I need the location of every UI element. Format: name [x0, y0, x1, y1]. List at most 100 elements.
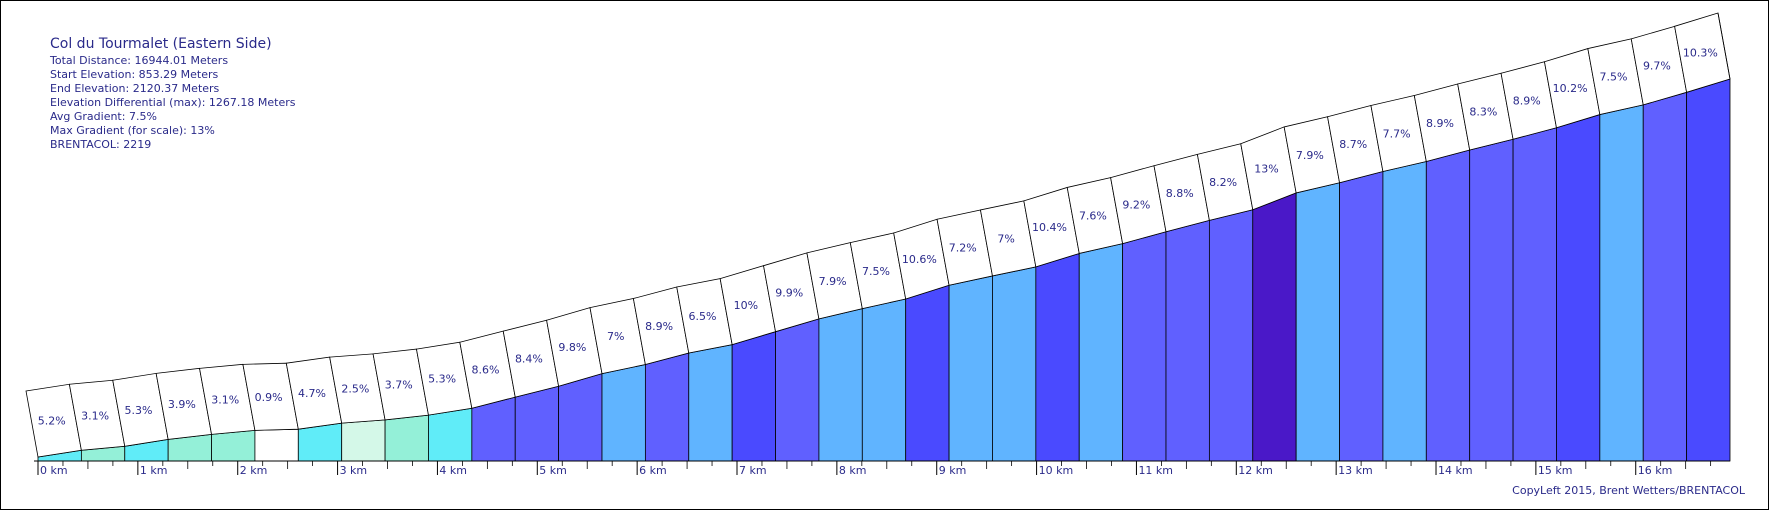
gradient-label: 7.6%	[1079, 210, 1107, 223]
gradient-label: 7.2%	[949, 242, 977, 255]
gradient-segment	[1469, 138, 1514, 462]
x-tick-label: 4 km	[439, 464, 467, 477]
gradient-segment	[644, 352, 690, 462]
gradient-segment	[428, 407, 473, 462]
gradient-segment	[905, 284, 950, 462]
gradient-segment	[558, 373, 603, 462]
x-tick-label: 12 km	[1238, 464, 1273, 477]
x-tick-label: 10 km	[1039, 464, 1074, 477]
x-tick-label: 16 km	[1638, 464, 1673, 477]
gradient-label: 10.6%	[902, 253, 937, 266]
gradient-segment	[1035, 252, 1080, 462]
x-tick-label: 2 km	[240, 464, 268, 477]
gradient-label: 10.2%	[1553, 82, 1588, 95]
gradient-label: 6.5%	[688, 310, 716, 323]
gradient-label: 0.9%	[255, 391, 283, 404]
gradient-label: 10%	[734, 299, 758, 312]
gradient-label: 4.7%	[298, 387, 326, 400]
gradient-segment	[1122, 231, 1167, 462]
x-tick-label: 5 km	[539, 464, 567, 477]
gradient-segment	[948, 275, 993, 462]
gradient-label: 9.8%	[558, 341, 586, 354]
gradient-segment	[297, 422, 343, 462]
gradient-segment	[211, 429, 256, 462]
copyleft-text: CopyLeft 2015, Brent Wetters/BRENTACOL	[1512, 484, 1745, 497]
gradient-segment	[775, 318, 820, 462]
gradient-segment	[1382, 161, 1427, 462]
climb-info-panel: Col du Tourmalet (Eastern Side) Total Di…	[50, 36, 295, 152]
avg-gradient-text: Avg Gradient: 7.5%	[50, 110, 157, 123]
elevation-differential-text: Elevation Differential (max): 1267.18 Me…	[50, 96, 296, 109]
gradient-label: 3.9%	[168, 398, 196, 411]
x-tick-label: 6 km	[639, 464, 667, 477]
max-gradient-text: Max Gradient (for scale): 13%	[50, 124, 215, 137]
gradient-label: 8.7%	[1339, 138, 1367, 151]
gradient-segment	[861, 298, 907, 462]
gradient-segment	[731, 331, 776, 462]
gradient-segment	[1599, 104, 1644, 462]
gradient-segment	[1165, 219, 1210, 462]
gradient-label: 8.2%	[1209, 176, 1237, 189]
gradient-label: 2.5%	[341, 383, 369, 396]
x-tick-label: 13 km	[1338, 464, 1373, 477]
gradient-label: 7%	[997, 232, 1014, 245]
start-elevation-text: Start Elevation: 853.29 Meters	[50, 68, 219, 81]
gradient-segment	[254, 428, 299, 462]
x-tick-label: 11 km	[1138, 464, 1173, 477]
gradient-label: 9.9%	[775, 286, 803, 299]
brentacol-score-text: BRENTACOL: 2219	[50, 138, 152, 151]
gradient-segment	[514, 385, 560, 462]
gradient-segment	[818, 308, 863, 462]
gradient-label: 8.8%	[1166, 187, 1194, 200]
gradient-segment	[1295, 182, 1340, 462]
gradient-segment	[992, 266, 1037, 462]
gradient-label: 8.6%	[472, 364, 500, 377]
gradient-label: 10.3%	[1683, 47, 1718, 60]
chart-title: Col du Tourmalet (Eastern Side)	[50, 36, 272, 52]
end-elevation-text: End Elevation: 2120.37 Meters	[50, 82, 220, 95]
gradient-label: 3.1%	[81, 409, 109, 422]
gradient-segment	[341, 419, 386, 462]
gradient-label: 7%	[607, 330, 624, 343]
x-tick-label: 9 km	[939, 464, 967, 477]
gradient-label: 7.9%	[1296, 149, 1324, 162]
gradient-label: 8.3%	[1469, 106, 1497, 119]
label-band-edge	[1717, 12, 1731, 80]
gradient-label: 7.7%	[1383, 127, 1411, 140]
gradient-label: 7.9%	[819, 275, 847, 288]
gradient-label: 8.4%	[515, 353, 543, 366]
gradient-label: 5.2%	[38, 415, 66, 428]
x-tick-label: 0 km	[40, 464, 68, 477]
gradient-label: 3.7%	[385, 378, 413, 391]
gradient-segment	[1686, 78, 1731, 462]
x-tick-label: 1 km	[140, 464, 168, 477]
gradient-label: 5.3%	[124, 404, 152, 417]
gradient-segment	[1252, 192, 1297, 462]
gradient-label: 13%	[1254, 162, 1278, 175]
gradient-label: 9.2%	[1122, 199, 1150, 212]
gradient-label: 8.9%	[1426, 117, 1454, 130]
gradient-segment	[1208, 209, 1254, 462]
gradient-segment	[601, 364, 646, 462]
gradient-label: 8.9%	[645, 320, 673, 333]
gradient-segment	[1425, 149, 1471, 462]
gradient-segment	[384, 414, 429, 462]
gradient-label: 9.7%	[1643, 60, 1671, 73]
gradient-label: 7.5%	[862, 265, 890, 278]
gradient-segment	[1339, 170, 1384, 462]
gradient-label: 10.4%	[1032, 221, 1067, 234]
gradient-label: 3.1%	[211, 393, 239, 406]
x-tick-label: 15 km	[1538, 464, 1573, 477]
gradient-label: 8.9%	[1513, 95, 1541, 108]
gradient-segment	[1078, 243, 1124, 462]
x-tick-label: 3 km	[340, 464, 368, 477]
x-tick-label: 8 km	[839, 464, 867, 477]
x-tick-label: 14 km	[1438, 464, 1473, 477]
gradient-segment	[688, 344, 733, 462]
x-tick-label: 7 km	[739, 464, 767, 477]
gradient-segment	[1512, 127, 1557, 462]
gradient-label: 5.3%	[428, 373, 456, 386]
gradient-segment	[1642, 91, 1688, 462]
gradient-segment	[1556, 114, 1601, 462]
